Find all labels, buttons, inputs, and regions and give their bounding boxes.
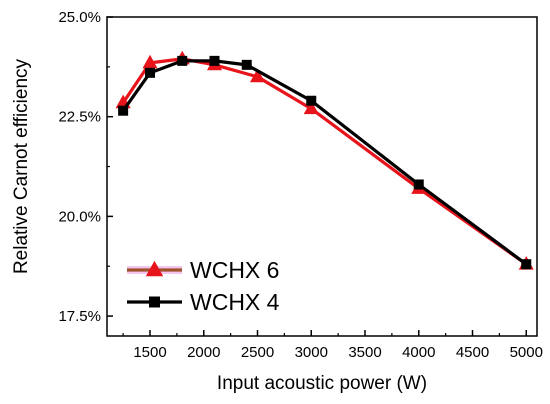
x-tick-label: 4000 (402, 344, 435, 361)
series-wchx-4 (118, 55, 532, 270)
x-axis-title: Input acoustic power (W) (217, 373, 427, 394)
x-tick-label: 2500 (241, 344, 274, 361)
y-tick-label: 22.5% (58, 109, 101, 126)
data-point-wchx-4 (521, 259, 532, 270)
legend: WCHX 6 WCHX 4 (127, 257, 280, 315)
legend-marker-wchx-4 (149, 296, 160, 308)
data-point-wchx-4 (306, 95, 317, 106)
data-point-wchx-6 (249, 68, 266, 83)
series-layer (115, 50, 534, 270)
x-tick-label: 2000 (187, 344, 220, 361)
legend-marker-wchx-6 (145, 260, 164, 277)
series-wchx-6 (115, 50, 534, 270)
y-tick-label: 17.5% (58, 308, 101, 325)
plot-frame (106, 16, 538, 337)
data-point-wchx-4 (413, 179, 424, 190)
x-tick-label: 1500 (133, 344, 166, 361)
data-point-wchx-4 (209, 55, 220, 66)
legend-label-wchx-4: WCHX 4 (190, 289, 280, 315)
legend-label-wchx-6: WCHX 6 (190, 257, 279, 283)
x-tick-label: 3500 (348, 344, 381, 361)
series-line-wchx-4 (121, 59, 528, 266)
y-tick-label: 20.0% (58, 208, 101, 225)
data-point-wchx-4 (177, 55, 188, 66)
legend-item-wchx-6: WCHX 6 (127, 257, 279, 283)
x-tick-label: 5000 (510, 344, 543, 361)
data-point-wchx-4 (118, 105, 129, 116)
data-point-wchx-6 (303, 100, 319, 115)
x-tick-label: 4500 (456, 344, 489, 361)
y-axis-title: Relative Carnot efficiency (11, 58, 32, 274)
data-point-wchx-4 (145, 67, 155, 78)
legend-item-wchx-4: WCHX 4 (127, 289, 280, 315)
y-tick-label: 25.0% (58, 9, 101, 26)
series-line-wchx-6 (121, 57, 528, 266)
ticks-layer: 1500 2000 2500 3000 3500 4000 4500 5000 17.5% 20.… (58, 9, 542, 361)
data-point-wchx-4 (241, 59, 252, 70)
x-tick-label: 3000 (295, 344, 328, 361)
data-point-wchx-6 (142, 54, 158, 69)
